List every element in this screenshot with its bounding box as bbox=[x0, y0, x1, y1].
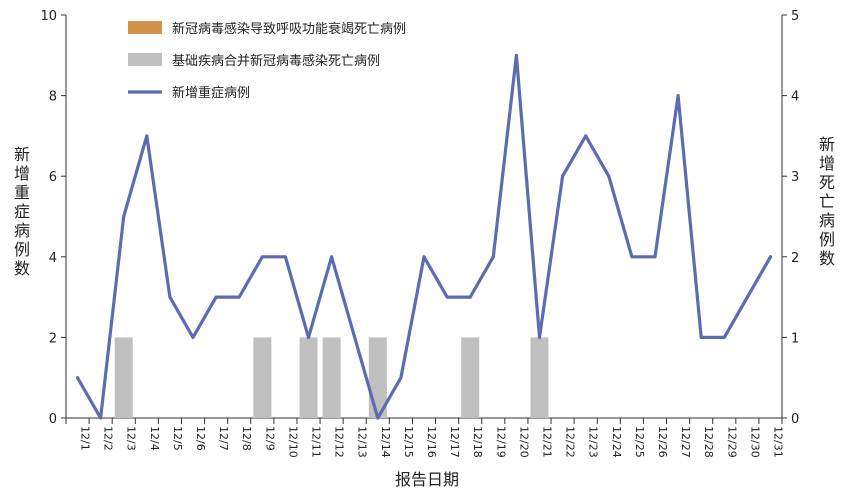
ticks: 0 2 4 6 8 10 0 1 2 3 4 5 12/1 12/2 12/3 12/4 12/5 12/6 12/… bbox=[40, 9, 799, 458]
x-tick-label: 12/19 bbox=[494, 426, 507, 458]
line-point bbox=[168, 295, 172, 299]
line-point bbox=[699, 335, 703, 339]
line-point bbox=[676, 94, 680, 98]
x-tick-label: 12/17 bbox=[448, 426, 461, 458]
x-tick-label: 12/29 bbox=[725, 426, 738, 458]
line-point bbox=[468, 295, 472, 299]
bar bbox=[322, 337, 341, 418]
line-point bbox=[237, 295, 241, 299]
y2-tick-label: 0 bbox=[791, 412, 799, 427]
legend-label: 新冠病毒感染导致呼吸功能衰竭死亡病例 bbox=[172, 21, 406, 37]
line-series bbox=[75, 53, 773, 420]
x-tick-label: 12/20 bbox=[517, 426, 530, 458]
x-tick-label: 12/21 bbox=[540, 426, 553, 458]
legend-label: 新增重症病例 bbox=[172, 85, 250, 101]
y-tick-label: 10 bbox=[40, 9, 57, 24]
x-tick-label: 12/24 bbox=[610, 426, 623, 458]
y-axis-title: 新增重症病例数 bbox=[14, 145, 30, 278]
bar bbox=[461, 337, 480, 418]
x-tick-label: 12/30 bbox=[748, 426, 761, 458]
legend-swatch bbox=[128, 21, 162, 34]
x-tick-label: 12/23 bbox=[587, 426, 600, 458]
line-point bbox=[376, 416, 380, 420]
line-point bbox=[399, 376, 403, 380]
legend-label: 基础疾病合并新冠病毒感染死亡病例 bbox=[172, 53, 380, 69]
x-tick-label: 12/26 bbox=[656, 426, 669, 458]
axes bbox=[65, 15, 783, 419]
line-point bbox=[491, 255, 495, 259]
x-tick-label: 12/28 bbox=[702, 426, 715, 458]
x-tick-label: 12/22 bbox=[564, 426, 577, 458]
y-tick-label: 4 bbox=[49, 251, 57, 266]
bar bbox=[253, 337, 272, 418]
y-tick-label: 6 bbox=[49, 170, 57, 185]
y-tick-label: 8 bbox=[49, 90, 57, 105]
y2-tick-label: 4 bbox=[791, 90, 799, 105]
line-point bbox=[607, 174, 611, 178]
y-tick-label: 2 bbox=[49, 331, 57, 346]
line-point bbox=[653, 255, 657, 259]
x-axis-title: 报告日期 bbox=[395, 470, 459, 489]
line-point bbox=[561, 174, 565, 178]
bar bbox=[114, 337, 133, 418]
line-point bbox=[76, 376, 80, 380]
y2-axis-title: 新增死亡病例数 bbox=[819, 135, 835, 268]
line-point bbox=[122, 215, 126, 218]
legend-swatch bbox=[128, 53, 162, 66]
x-tick-label: 12/6 bbox=[194, 426, 207, 451]
x-tick-label: 12/14 bbox=[379, 426, 392, 458]
x-tick-label: 12/31 bbox=[771, 426, 784, 458]
line-point bbox=[745, 295, 749, 299]
line-point bbox=[145, 134, 149, 138]
line-point bbox=[307, 335, 311, 339]
line-point bbox=[353, 335, 357, 339]
y-tick-label: 0 bbox=[49, 412, 57, 427]
y2-tick-label: 3 bbox=[791, 170, 799, 185]
line-point bbox=[283, 255, 287, 259]
bar bbox=[299, 337, 318, 418]
line-point bbox=[514, 53, 518, 57]
line-point bbox=[191, 335, 195, 339]
line-point bbox=[722, 335, 726, 339]
y2-tick-label: 5 bbox=[791, 9, 799, 24]
x-tick-label: 12/5 bbox=[171, 426, 184, 451]
x-tick-label: 12/9 bbox=[263, 426, 276, 451]
x-tick-label: 12/18 bbox=[471, 426, 484, 458]
y-axis-title-text: 新增重症病例数 bbox=[14, 145, 30, 278]
y2-tick-label: 1 bbox=[791, 331, 799, 346]
x-tick-label: 12/8 bbox=[240, 426, 253, 451]
x-tick-label: 12/7 bbox=[217, 426, 230, 451]
line-point bbox=[630, 255, 634, 259]
line-point bbox=[99, 416, 103, 420]
bars bbox=[114, 337, 549, 418]
line-point bbox=[768, 255, 772, 259]
x-tick-label: 12/4 bbox=[148, 426, 161, 451]
x-tick-label: 12/1 bbox=[79, 426, 92, 451]
x-tick-label: 12/27 bbox=[679, 426, 692, 458]
line-point bbox=[584, 134, 588, 138]
line-point bbox=[214, 295, 218, 299]
x-tick-label: 12/11 bbox=[310, 426, 323, 458]
line-series-path bbox=[75, 53, 773, 420]
y2-axis-title-text: 新增死亡病例数 bbox=[819, 135, 835, 268]
x-tick-label: 12/2 bbox=[102, 426, 115, 451]
bar bbox=[530, 337, 549, 418]
x-tick-label: 12/16 bbox=[425, 426, 438, 458]
line-point bbox=[445, 295, 449, 299]
line-point bbox=[330, 255, 334, 259]
line-point bbox=[260, 255, 264, 259]
x-tick-label: 12/13 bbox=[356, 426, 369, 458]
x-tick-label: 12/12 bbox=[333, 426, 346, 458]
y2-tick-label: 2 bbox=[791, 251, 799, 266]
x-tick-label: 12/10 bbox=[286, 426, 299, 458]
line-point bbox=[537, 335, 541, 339]
x-tick-label: 12/25 bbox=[633, 426, 646, 458]
line-point bbox=[422, 255, 426, 259]
x-tick-label: 12/15 bbox=[402, 426, 415, 458]
x-tick-label: 12/3 bbox=[125, 426, 138, 451]
